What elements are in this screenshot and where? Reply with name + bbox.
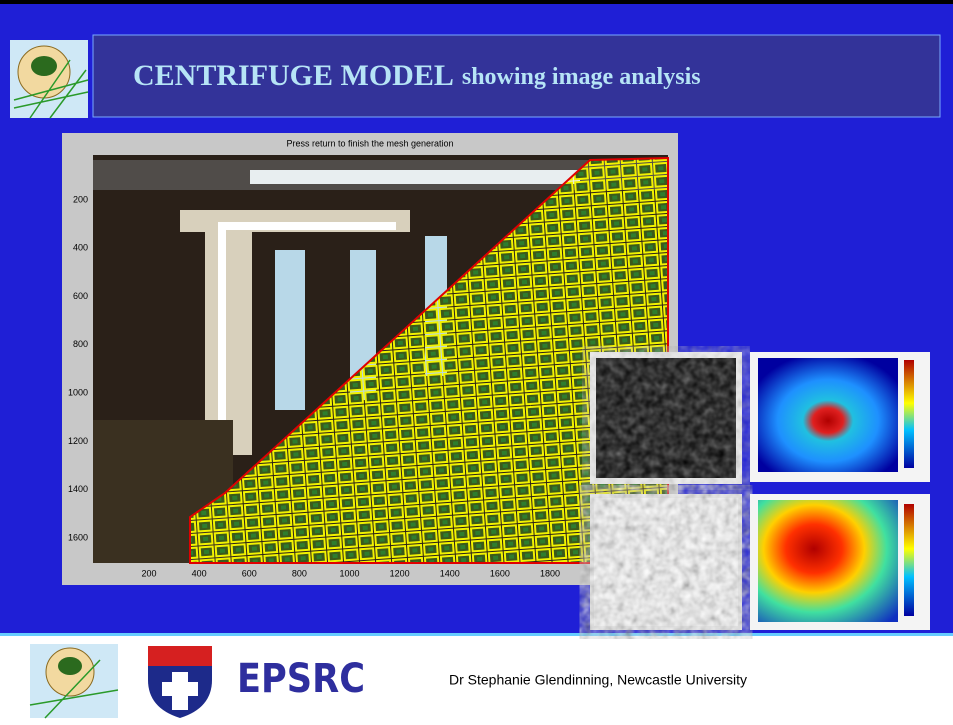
x-tick-label: 400 [192, 568, 207, 578]
x-tick-label: 600 [242, 568, 257, 578]
figure-title: Press return to finish the mesh generati… [286, 138, 453, 148]
slide: CENTRIFUGE MODEL showing image analysis P… [0, 0, 953, 720]
matlab-figure: Press return to finish the mesh generati… [62, 133, 678, 585]
x-tick-label: 1800 [540, 568, 560, 578]
x-tick-label: 1000 [339, 568, 359, 578]
page: CENTRIFUGE MODEL showing image analysis P… [0, 0, 953, 720]
top-border [0, 0, 953, 4]
credit: Dr Stephanie Glendinning, Newcastle Univ… [449, 672, 747, 688]
x-tick-label: 200 [141, 568, 156, 578]
y-tick-label: 400 [73, 243, 88, 253]
footer-rule [0, 633, 953, 636]
x-tick-label: 1400 [440, 568, 460, 578]
y-tick-label: 200 [73, 194, 88, 204]
x-tick-label: 1600 [490, 568, 510, 578]
logo [10, 40, 88, 118]
x-tick-label: 800 [292, 568, 307, 578]
y-tick-label: 600 [73, 291, 88, 301]
slide-title: CENTRIFUGE MODEL showing image analysis [133, 59, 701, 92]
title-main: CENTRIFUGE MODEL [133, 59, 454, 92]
x-tick-label: 1200 [390, 568, 410, 578]
y-tick-label: 800 [73, 339, 88, 349]
title-sub: showing image analysis [462, 64, 701, 90]
y-tick-label: 1600 [68, 532, 88, 542]
funder-logo: EPSRC [237, 656, 365, 702]
y-tick-label: 1200 [68, 436, 88, 446]
y-tick-label: 1000 [68, 388, 88, 398]
y-tick-label: 1400 [68, 484, 88, 494]
